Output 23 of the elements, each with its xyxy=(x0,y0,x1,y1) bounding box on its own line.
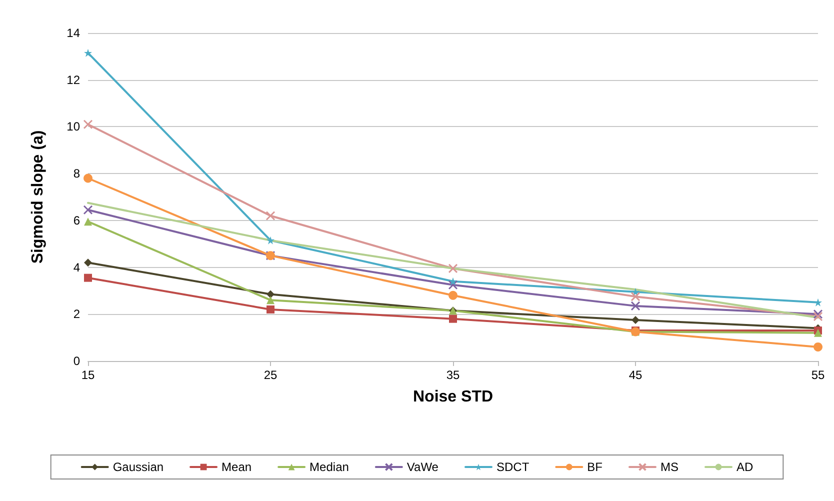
legend-label: VaWe xyxy=(406,460,439,474)
legend-label: BF xyxy=(587,460,602,474)
x-tick-label: 35 xyxy=(446,368,460,382)
x-tick-label: 25 xyxy=(264,368,278,382)
legend-label: Gaussian xyxy=(112,460,164,474)
legend-label: Mean xyxy=(222,460,252,474)
y-tick-label: 6 xyxy=(73,213,80,228)
y-tick-label: 8 xyxy=(73,166,80,181)
y-axis-title: Sigmoid slope (a) xyxy=(30,130,46,264)
x-tick-label: 55 xyxy=(811,368,825,382)
x-tick-label: 45 xyxy=(628,368,642,382)
legend-label: SDCT xyxy=(496,460,530,474)
legend-label: MS xyxy=(660,460,678,474)
y-tick-label: 2 xyxy=(73,307,80,322)
legend-label: AD xyxy=(736,460,754,474)
y-tick-label: 4 xyxy=(73,260,80,274)
x-tick-label: 15 xyxy=(81,368,95,382)
y-tick-label: 12 xyxy=(66,72,80,87)
x-axis-title: Noise STD xyxy=(412,388,494,406)
y-tick-label: 14 xyxy=(66,26,80,40)
legend-label: Median xyxy=(310,460,349,474)
y-tick-label: 0 xyxy=(73,354,80,368)
y-tick-label: 10 xyxy=(66,120,80,134)
